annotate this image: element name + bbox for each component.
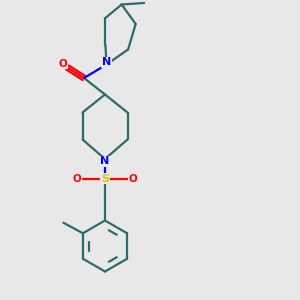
Text: N: N <box>102 57 111 67</box>
Text: N: N <box>100 156 109 167</box>
Text: S: S <box>101 173 109 184</box>
Text: O: O <box>73 173 82 184</box>
Text: O: O <box>58 59 68 69</box>
Text: O: O <box>128 173 137 184</box>
